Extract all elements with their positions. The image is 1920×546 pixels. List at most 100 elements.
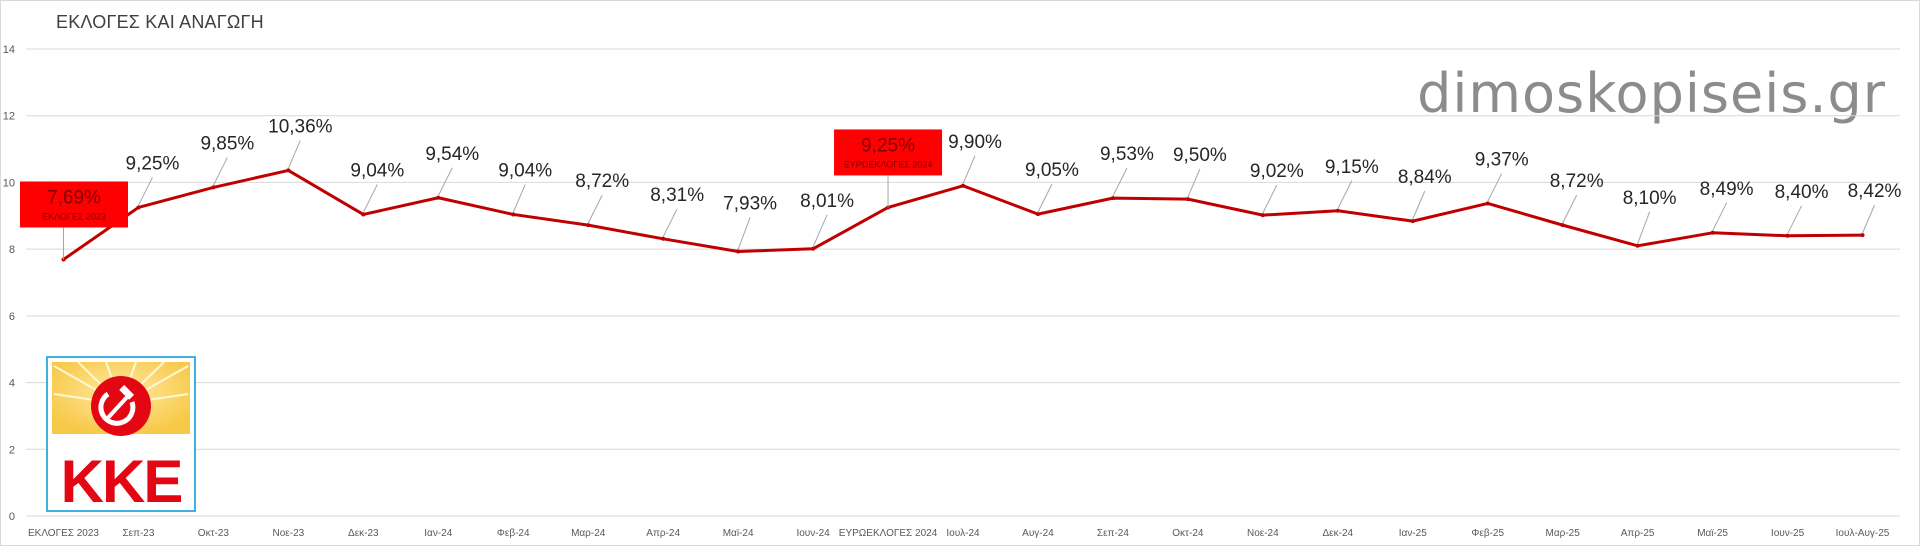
x-tick-label: Απρ-25	[1621, 528, 1655, 539]
data-point	[136, 205, 141, 210]
leader-line	[1337, 180, 1353, 210]
x-tick-label: Νοε-23	[273, 528, 305, 539]
x-tick-label: Δεκ-24	[1323, 528, 1354, 539]
data-point	[436, 195, 441, 200]
x-tick-label: ΕΚΛΟΓΕΣ 2023	[28, 528, 99, 539]
data-point	[1110, 196, 1115, 201]
data-label: 9,15%	[1325, 157, 1379, 178]
y-tick-label: 8	[9, 244, 15, 256]
leader-line	[1112, 167, 1128, 197]
x-tick-label: Ιουλ-24	[946, 528, 980, 539]
x-tick-label: Αυγ-24	[1022, 528, 1054, 539]
data-point	[1710, 230, 1715, 235]
data-label: 9,90%	[948, 132, 1002, 153]
leader-line	[587, 194, 603, 224]
leader-line	[1187, 168, 1201, 198]
data-point	[661, 236, 666, 241]
data-point	[1560, 223, 1565, 228]
x-tick-label: Δεκ-23	[348, 528, 379, 539]
data-label: 9,04%	[350, 160, 404, 181]
leader-line	[437, 167, 453, 196]
y-tick-label: 14	[3, 44, 15, 56]
y-tick-label: 2	[9, 444, 15, 456]
data-point	[211, 185, 216, 190]
leader-line	[287, 140, 301, 169]
x-tick-label: ΕΥΡΩΕΚΛΟΓΕΣ 2024	[839, 528, 938, 539]
y-tick-label: 4	[9, 378, 15, 390]
data-label: 9,02%	[1250, 161, 1304, 182]
data-label: 9,25%	[126, 153, 180, 174]
data-point	[811, 246, 816, 251]
x-tick-label: Μαϊ-25	[1697, 528, 1728, 539]
data-point	[286, 168, 291, 173]
x-tick-label: Απρ-24	[646, 528, 680, 539]
x-tick-label: Ιουν-24	[796, 528, 830, 539]
data-label: 9,50%	[1173, 145, 1227, 166]
leader-line	[1712, 202, 1728, 232]
x-tick-label: Ιουν-25	[1771, 528, 1805, 539]
data-label: 8,72%	[1550, 171, 1604, 192]
data-label: 8,84%	[1398, 167, 1452, 188]
leader-line	[512, 184, 526, 213]
data-point	[1185, 197, 1190, 202]
x-tick-label: Φεβ-24	[497, 528, 530, 539]
leader-line	[737, 217, 751, 250]
x-tick-label: Σεπ-23	[122, 528, 154, 539]
data-point	[1485, 201, 1490, 206]
x-tick-label: Ιουλ-Αυγ-25	[1836, 528, 1890, 539]
y-tick-label: 6	[9, 311, 15, 323]
y-tick-label: 10	[3, 177, 15, 189]
leader-line	[1262, 184, 1278, 214]
watermark: dimoskopiseis.gr	[1417, 62, 1886, 125]
leader-line	[1562, 194, 1578, 224]
x-tick-label: Οκτ-23	[198, 528, 230, 539]
data-point	[1335, 208, 1340, 213]
data-label: 8,40%	[1775, 182, 1829, 203]
data-label: 9,54%	[425, 144, 479, 165]
data-label: 9,85%	[200, 133, 254, 154]
callout-sublabel: ΕΥΡΩΕΚΛΟΓΕΣ 2024	[844, 159, 933, 169]
chart-title: ΕΚΛΟΓΕΣ ΚΑΙ ΑΝΑΓΩΓΗ	[56, 12, 264, 32]
data-label: 9,37%	[1475, 149, 1529, 170]
data-label: 8,01%	[800, 191, 854, 212]
data-point	[511, 212, 516, 217]
leader-line	[812, 214, 828, 248]
leader-line	[212, 157, 228, 186]
data-point	[586, 223, 591, 228]
data-point	[1260, 213, 1265, 218]
data-label: 8,49%	[1700, 179, 1754, 200]
callout-box	[834, 129, 943, 176]
data-point	[361, 212, 366, 217]
data-point	[1035, 212, 1040, 217]
kke-logo-icon: ΚΚΕ	[52, 361, 190, 510]
leader-line	[137, 177, 153, 206]
x-tick-label: Μαϊ-24	[723, 528, 754, 539]
x-tick-label: Φεβ-25	[1471, 528, 1504, 539]
leader-line	[1487, 173, 1503, 202]
x-tick-label: Μαρ-25	[1546, 528, 1581, 539]
data-label: 8,10%	[1623, 188, 1677, 209]
data-point	[961, 183, 965, 188]
data-point	[1635, 243, 1640, 248]
y-tick-label: 12	[3, 111, 15, 123]
leader-line	[1787, 205, 1803, 235]
x-tick-label: Σεπ-24	[1097, 528, 1129, 539]
leader-line	[362, 184, 378, 213]
leader-line	[1862, 204, 1875, 234]
data-label: 8,72%	[575, 171, 629, 192]
data-point	[1860, 233, 1865, 238]
data-label: 7,93%	[723, 193, 777, 214]
data-point	[1410, 219, 1415, 224]
x-tick-label: Μαρ-24	[571, 528, 606, 539]
leader-line	[962, 155, 976, 184]
data-label: 8,31%	[650, 185, 704, 206]
x-tick-label: Νοε-24	[1247, 528, 1279, 539]
data-label: 9,05%	[1025, 160, 1079, 181]
party-logo: ΚΚΕ	[46, 356, 196, 512]
data-label: 10,36%	[268, 116, 333, 137]
data-label: 8,42%	[1848, 181, 1902, 202]
leader-line	[1037, 183, 1053, 213]
data-point	[736, 249, 741, 254]
leader-line	[1412, 190, 1426, 220]
